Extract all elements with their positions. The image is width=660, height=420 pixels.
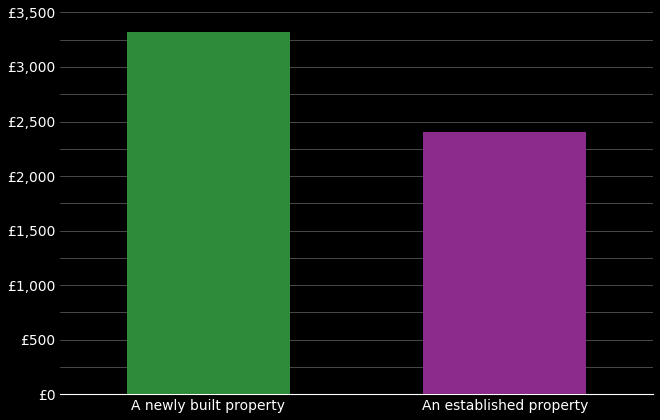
Bar: [423, 132, 586, 394]
Bar: [127, 32, 290, 394]
